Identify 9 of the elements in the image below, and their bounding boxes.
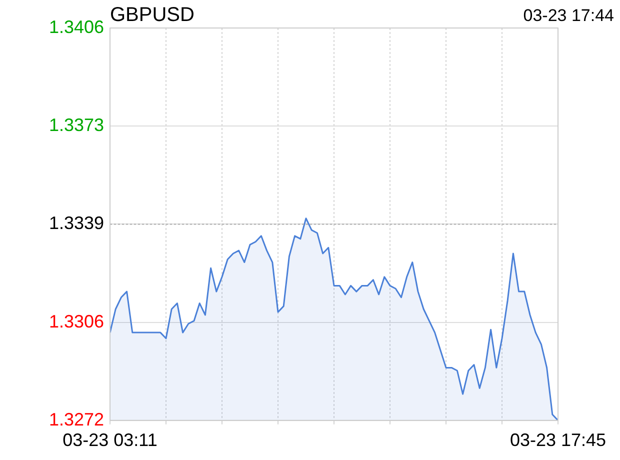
y-tick-label: 1.3373: [48, 115, 104, 136]
chart-subtitle: 03-23 17:44: [523, 6, 614, 26]
y-tick-label: 1.3306: [48, 311, 104, 332]
x-tick-label: 03-23 03:11: [62, 430, 158, 450]
y-tick-label: 1.3339: [48, 213, 104, 234]
x-tick-label: 03-23 17:45: [510, 430, 606, 450]
y-tick-label: 1.3272: [48, 409, 104, 430]
chart-title: GBPUSD: [110, 4, 194, 27]
y-tick-label: 1.3406: [48, 16, 104, 37]
